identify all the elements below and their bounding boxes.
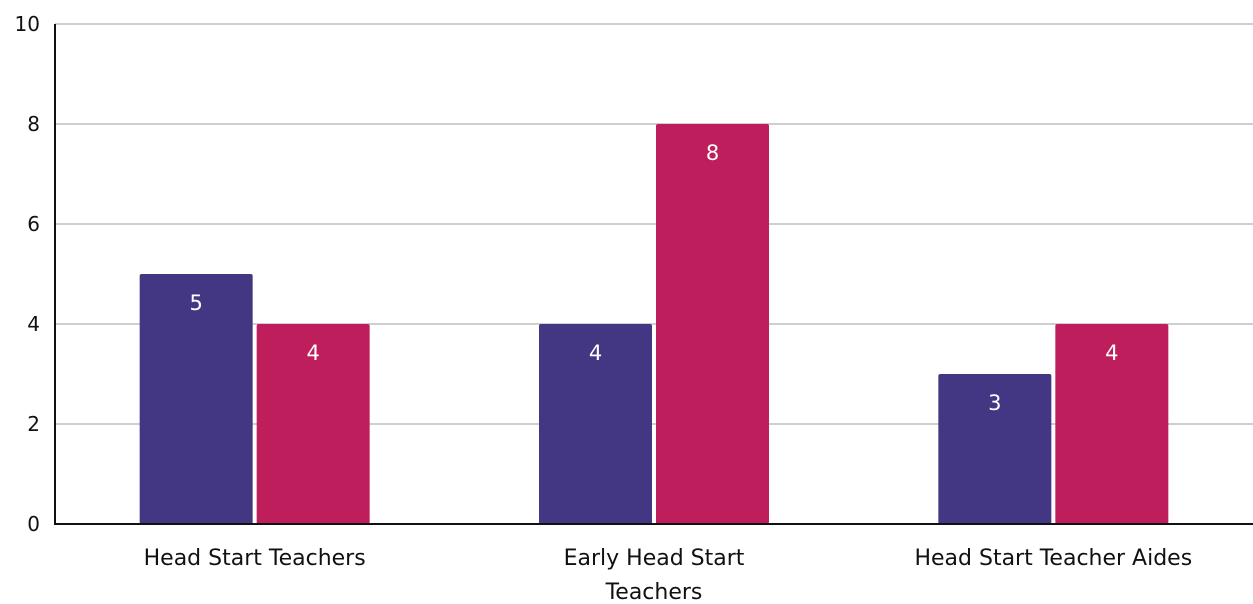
y-tick-label: 6	[27, 212, 40, 236]
x-category-label: Head Start Teacher Aides	[914, 546, 1192, 571]
y-tick-label: 10	[15, 12, 40, 36]
x-category-label: Head Start Teachers	[144, 546, 366, 571]
bar-value-label: 4	[306, 341, 319, 365]
x-category-labels: Head Start Teachers Early Head Start Teach…	[144, 546, 1193, 604]
bar-series-1	[938, 374, 1052, 524]
y-tick-label: 0	[27, 512, 40, 536]
y-tick-label: 2	[27, 412, 40, 436]
x-category-label: Teachers	[605, 580, 703, 604]
y-tick-labels: 0 2 4 6 8 10	[15, 12, 40, 536]
axes	[54, 24, 1253, 525]
x-category-label: Early Head Start	[564, 546, 745, 571]
bar-value-label: 4	[1105, 341, 1118, 365]
bar-value-label: 8	[706, 141, 719, 165]
bar-value-label: 4	[589, 341, 602, 365]
bars	[139, 124, 1169, 524]
y-tick-label: 8	[27, 112, 40, 136]
bar-series-2	[656, 124, 769, 524]
bar-series-1	[139, 274, 253, 524]
bar-value-label: 5	[189, 291, 202, 315]
grid-lines	[55, 23, 1253, 425]
y-tick-label: 4	[27, 312, 40, 336]
data-labels: 5 4 4 8 3 4	[189, 141, 1118, 415]
bar-series-2	[256, 324, 370, 524]
bar-value-label: 3	[988, 391, 1001, 415]
bar-series-2	[1055, 324, 1169, 524]
bar-series-1	[539, 324, 652, 524]
